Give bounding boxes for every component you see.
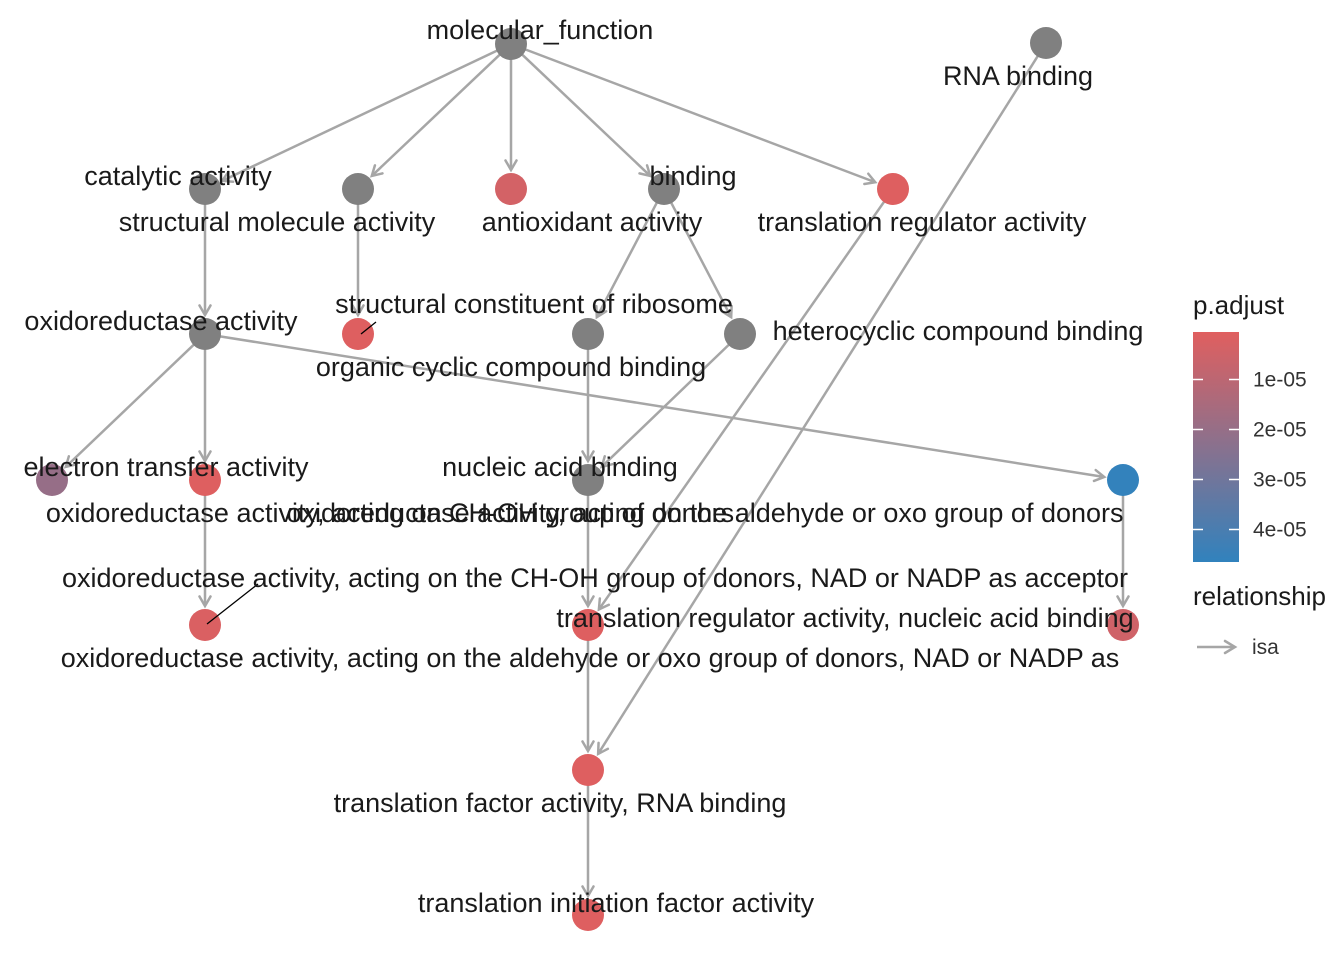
node-electron_transfer_activity[interactable] <box>36 464 68 496</box>
node-structural_constituent_of_ribosome[interactable] <box>342 318 374 350</box>
node-label-electron_transfer_activity: electron transfer activity <box>23 452 309 482</box>
arrowhead-tra_reg_nucleic <box>581 595 595 609</box>
arrowhead-oxidoreductase_activity <box>198 304 212 318</box>
arrowhead-ox_ch_oh_nad <box>198 595 212 609</box>
node-translation_initiation[interactable] <box>572 899 604 931</box>
edge-molecular_function-to-translation_regulator_activity <box>513 43 876 184</box>
edge-translation_regulator_activity-to-tra_reg_nucleic <box>597 190 893 611</box>
node-catalytic_activity[interactable] <box>189 173 221 205</box>
legend: p.adjust 1e-05 2e-05 3e-05 4e-05 relationsh… <box>1193 290 1326 659</box>
node-label-structural_constituent_of_ribosome: structural constituent of ribosome <box>335 289 733 319</box>
node-ox_aldehyde_nad[interactable] <box>1107 609 1139 641</box>
arrowhead-structural_constituent_of_ribosome <box>351 304 365 318</box>
node-label-ox_aldehyde: oxidoreductase activity, acting on the a… <box>286 498 1123 528</box>
arrowhead-ox_aldehyde <box>1092 468 1107 483</box>
node-translation_factor_rna[interactable] <box>572 754 604 786</box>
node-binding[interactable] <box>648 173 680 205</box>
node-ox_ch_oh_nad[interactable] <box>189 609 221 641</box>
arrowhead-nucleic_acid_binding <box>581 450 595 464</box>
node-label-translation_factor_rna: translation factor activity, RNA binding <box>334 788 787 818</box>
arrowhead-electron_transfer_activity <box>63 455 78 469</box>
node-rna_binding[interactable] <box>1030 27 1062 59</box>
legend-tick-label: 1e-05 <box>1253 369 1307 392</box>
legend-tick-label: 3e-05 <box>1253 469 1307 492</box>
node-label-ox_ch_oh_nad: oxidoreductase activity, acting on the C… <box>62 563 1128 593</box>
node-nucleic_acid_binding[interactable] <box>572 464 604 496</box>
node-ox_aldehyde[interactable] <box>1107 464 1139 496</box>
legend-color-title: p.adjust <box>1193 290 1285 320</box>
node-molecular_function[interactable] <box>495 28 527 60</box>
edge-molecular_function-to-binding <box>512 45 652 177</box>
node-label-ox_ch_oh: oxidoreductase activity, acting on CH-OH… <box>46 498 734 528</box>
label-leaders <box>206 321 377 625</box>
node-label-heterocyclic_compound_binding: heterocyclic compound binding <box>773 316 1144 346</box>
node-label-rna_binding: RNA binding <box>943 61 1093 91</box>
edge-binding-to-organic_cyclic_compound_binding <box>595 191 664 318</box>
arrowhead-tra_reg_nucleic <box>597 597 611 612</box>
node-label-binding: binding <box>649 161 736 191</box>
node-label-organic_cyclic_compound_binding: organic cyclic compound binding <box>316 352 706 382</box>
node-label-translation_regulator_activity: translation regulator activity <box>758 207 1087 237</box>
edge-rna_binding-to-translation_factor_rna <box>597 45 1046 755</box>
arrowhead-binding <box>638 164 653 178</box>
node-label-antioxidant_activity: antioxidant activity <box>482 207 703 237</box>
node-label-nucleic_acid_binding: nucleic acid binding <box>442 452 678 482</box>
leader-line-ch-oh-nad <box>206 583 259 625</box>
arrowhead-heterocyclic_compound_binding <box>720 304 733 320</box>
node-antioxidant_activity[interactable] <box>495 173 527 205</box>
node-label-translation_initiation: translation initiation factor activity <box>418 888 815 918</box>
leader-line-ribosome <box>360 321 377 335</box>
node-ox_ch_oh[interactable] <box>189 464 221 496</box>
arrowhead-translation_initiation <box>581 885 595 899</box>
legend-colorbar <box>1193 332 1239 562</box>
arrowhead-nucleic_acid_binding <box>599 455 614 469</box>
arrowhead-antioxidant_activity <box>504 159 518 173</box>
node-structural_molecule_activity[interactable] <box>342 173 374 205</box>
node-heterocyclic_compound_binding[interactable] <box>724 318 756 350</box>
legend-edge-title: relationship <box>1193 581 1326 611</box>
node-label-ox_aldehyde_nad: oxidoreductase activity, acting on the a… <box>61 643 1120 673</box>
legend-edge-label: isa <box>1252 636 1279 659</box>
arrowhead-catalytic_activity <box>219 170 235 184</box>
node-oxidoreductase_activity[interactable] <box>189 318 221 350</box>
node-label-structural_molecule_activity: structural molecule activity <box>119 207 436 237</box>
node-translation_regulator_activity[interactable] <box>877 173 909 205</box>
edge-oxidoreductase_activity-to-ox_aldehyde <box>207 333 1105 479</box>
edge-binding-to-heterocyclic_compound_binding <box>664 191 733 318</box>
edge-molecular_function-to-catalytic_activity <box>221 44 509 182</box>
legend-ticks: 1e-05 2e-05 3e-05 4e-05 <box>1193 369 1307 542</box>
node-label-catalytic_activity: catalytic activity <box>84 161 272 191</box>
arrowhead-translation_factor_rna <box>581 740 595 754</box>
node-tra_reg_nucleic[interactable] <box>572 609 604 641</box>
arrowhead-ox_aldehyde_nad <box>1116 595 1130 609</box>
edge-molecular_function-to-structural_molecule_activity <box>370 45 510 177</box>
arrowhead-organic_cyclic_compound_binding <box>595 304 608 320</box>
arrowhead-translation_factor_rna <box>596 741 610 757</box>
legend-tick-label: 4e-05 <box>1253 519 1307 542</box>
nodes-layer <box>36 27 1139 931</box>
legend-edge-key: isa <box>1197 636 1279 659</box>
arrowhead-structural_molecule_activity <box>369 164 384 178</box>
legend-tick-label: 2e-05 <box>1253 419 1307 442</box>
node-label-tra_reg_nucleic: translation regulator activity, nucleic … <box>556 603 1133 633</box>
arrowhead-translation_regulator_activity <box>863 172 878 186</box>
edges-layer <box>63 43 1130 899</box>
arrowhead-ox_ch_oh <box>198 450 212 464</box>
edge-heterocyclic_compound_binding-to-nucleic_acid_binding <box>600 335 739 468</box>
edge-oxidoreductase_activity-to-electron_transfer_activity <box>64 335 204 468</box>
node-label-oxidoreductase_activity: oxidoreductase activity <box>24 306 298 336</box>
labels-layer: molecular_function RNA binding catalytic a… <box>23 15 1143 918</box>
legend-arrow-head <box>1223 639 1238 655</box>
node-label-molecular_function: molecular_function <box>427 15 654 45</box>
node-organic_cyclic_compound_binding[interactable] <box>572 318 604 350</box>
